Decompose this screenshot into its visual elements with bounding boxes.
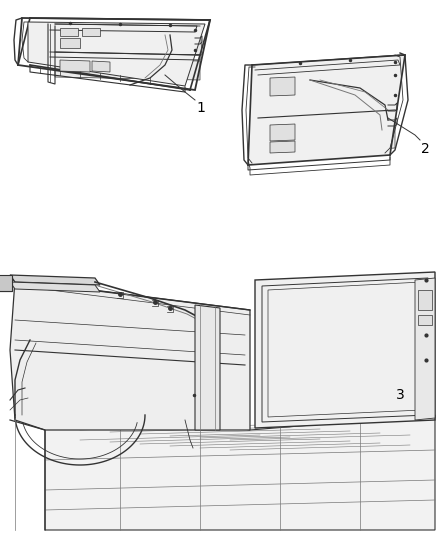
Polygon shape	[270, 77, 295, 96]
Polygon shape	[418, 315, 432, 325]
Polygon shape	[270, 141, 295, 153]
Text: 1: 1	[196, 101, 205, 115]
Polygon shape	[10, 280, 250, 430]
Polygon shape	[415, 278, 435, 420]
Polygon shape	[92, 61, 110, 72]
Polygon shape	[55, 24, 202, 55]
Polygon shape	[258, 112, 395, 155]
Polygon shape	[270, 124, 295, 141]
Polygon shape	[60, 38, 80, 48]
Polygon shape	[45, 395, 435, 530]
Polygon shape	[10, 275, 100, 285]
Text: 3: 3	[396, 388, 405, 402]
Polygon shape	[60, 60, 90, 72]
Polygon shape	[0, 275, 12, 291]
Polygon shape	[28, 22, 205, 86]
Polygon shape	[258, 64, 397, 118]
Polygon shape	[60, 28, 78, 36]
Polygon shape	[248, 55, 405, 165]
Polygon shape	[195, 305, 220, 430]
Polygon shape	[55, 58, 200, 80]
Polygon shape	[255, 272, 435, 428]
Polygon shape	[10, 282, 100, 292]
Polygon shape	[418, 290, 432, 310]
Text: 2: 2	[421, 142, 430, 156]
Polygon shape	[82, 28, 100, 36]
